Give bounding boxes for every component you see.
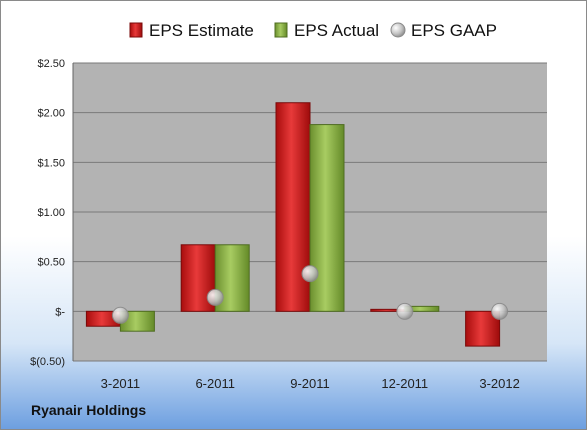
y-tick-label: $1.00 bbox=[37, 207, 65, 219]
x-tick-label: 3-2012 bbox=[479, 376, 519, 391]
bars bbox=[85, 102, 501, 347]
bar-eps-actual bbox=[214, 244, 250, 312]
gaap-markers bbox=[111, 265, 509, 324]
y-tick-label: $(0.50) bbox=[30, 356, 65, 368]
y-tick-label: $- bbox=[55, 306, 65, 318]
x-tick-label: 12-2011 bbox=[381, 376, 428, 391]
legend: EPS Estimate EPS Actual EPS GAAP bbox=[129, 21, 497, 40]
legend-label: EPS GAAP bbox=[411, 21, 497, 40]
x-tick-label: 9-2011 bbox=[290, 376, 330, 391]
x-tick-label: 3-2011 bbox=[101, 376, 141, 391]
legend-label: EPS Estimate bbox=[149, 21, 254, 40]
x-axis: 3-2011 6-2011 9-2011 12-2011 3-2012 bbox=[101, 376, 520, 391]
marker-eps-gaap bbox=[301, 265, 319, 283]
legend-label: EPS Actual bbox=[294, 21, 379, 40]
x-tick-label: 6-2011 bbox=[195, 376, 235, 391]
company-name: Ryanair Holdings bbox=[31, 402, 147, 418]
legend-swatch bbox=[390, 22, 406, 38]
marker-eps-gaap bbox=[206, 288, 224, 306]
legend-swatch bbox=[129, 22, 143, 38]
y-tick-label: $1.50 bbox=[37, 157, 65, 169]
marker-eps-gaap bbox=[491, 302, 509, 320]
y-axis: $(0.50) $- $0.50 $1.00 $1.50 $2.00 $2.50 bbox=[30, 58, 74, 368]
y-tick-label: $2.00 bbox=[37, 108, 65, 120]
legend-swatch bbox=[274, 22, 288, 38]
y-tick-label: $0.50 bbox=[37, 257, 65, 269]
bar-eps-actual bbox=[309, 124, 345, 312]
y-tick-label: $2.50 bbox=[37, 58, 65, 70]
marker-eps-gaap bbox=[111, 306, 129, 324]
marker-eps-gaap bbox=[396, 302, 414, 320]
